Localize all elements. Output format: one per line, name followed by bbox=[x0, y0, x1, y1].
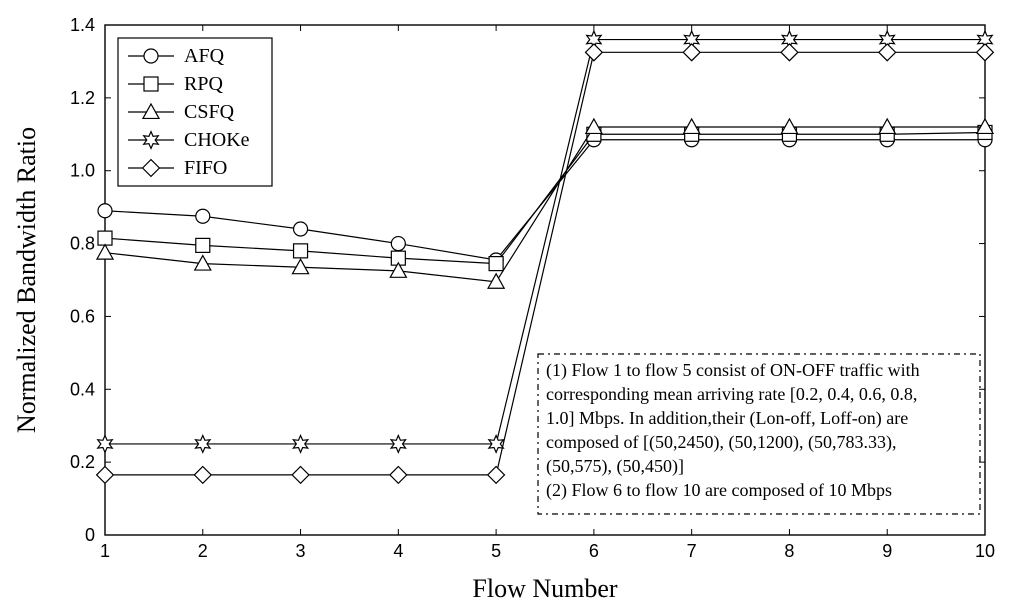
legend-label-afq: AFQ bbox=[184, 45, 225, 67]
square-marker bbox=[489, 257, 503, 271]
annotation-line: (2) Flow 6 to flow 10 are composed of 10… bbox=[546, 480, 892, 501]
annotation-line: (1) Flow 1 to flow 5 consist of ON-OFF t… bbox=[546, 360, 920, 381]
x-tick-label: 6 bbox=[589, 541, 599, 561]
legend-label-csfq: CSFQ bbox=[184, 101, 235, 123]
x-tick-label: 3 bbox=[296, 541, 306, 561]
annotation-line: 1.0] Mbps. In addition,their (Lon-off, L… bbox=[546, 408, 908, 429]
x-tick-label: 9 bbox=[882, 541, 892, 561]
x-axis-label: Flow Number bbox=[472, 574, 618, 603]
circle-marker bbox=[196, 209, 210, 223]
x-tick-label: 8 bbox=[784, 541, 794, 561]
line-chart: 1 2 3 4 5 6 7 8 9 10 0 0.2 0.4 0.6 0.8 1.0 1.2 1.4 Flow Nu… bbox=[0, 0, 1024, 609]
x-tick-label: 7 bbox=[687, 541, 697, 561]
x-tick-label: 1 bbox=[100, 541, 110, 561]
annotation-line: composed of [(50,2450), (50,1200), (50,7… bbox=[546, 432, 896, 453]
circle-marker bbox=[391, 237, 405, 251]
legend-label-rpq: RPQ bbox=[184, 73, 223, 95]
square-marker bbox=[144, 77, 158, 91]
circle-marker bbox=[294, 222, 308, 236]
x-tick-label: 10 bbox=[975, 541, 995, 561]
y-tick-label: 0.2 bbox=[70, 452, 95, 472]
square-marker bbox=[294, 244, 308, 258]
y-tick-label: 0.8 bbox=[70, 234, 95, 254]
annotation-line: (50,575), (50,450)] bbox=[546, 456, 684, 477]
circle-marker bbox=[144, 49, 158, 63]
legend-label-fifo: FIFO bbox=[184, 157, 227, 179]
y-tick-label: 0 bbox=[85, 525, 95, 545]
chart-container: 1 2 3 4 5 6 7 8 9 10 0 0.2 0.4 0.6 0.8 1.0 1.2 1.4 Flow Nu… bbox=[0, 0, 1024, 609]
square-marker bbox=[196, 238, 210, 252]
legend: AFQ RPQ CSFQ CHOKe FIFO bbox=[118, 38, 272, 186]
y-tick-label: 0.4 bbox=[70, 379, 95, 399]
circle-marker bbox=[98, 204, 112, 218]
y-tick-label: 0.6 bbox=[70, 306, 95, 326]
y-tick-label: 1.4 bbox=[70, 15, 95, 35]
x-tick-label: 5 bbox=[491, 541, 501, 561]
annotation-line: corresponding mean arriving rate [0.2, 0… bbox=[546, 384, 917, 404]
y-tick-label: 1.0 bbox=[70, 161, 95, 181]
x-tick-label: 4 bbox=[393, 541, 403, 561]
x-tick-label: 2 bbox=[198, 541, 208, 561]
y-tick-label: 1.2 bbox=[70, 88, 95, 108]
square-marker bbox=[98, 231, 112, 245]
legend-label-choke: CHOKe bbox=[184, 129, 250, 151]
y-axis-label: Normalized Bandwidth Ratio bbox=[12, 127, 41, 433]
